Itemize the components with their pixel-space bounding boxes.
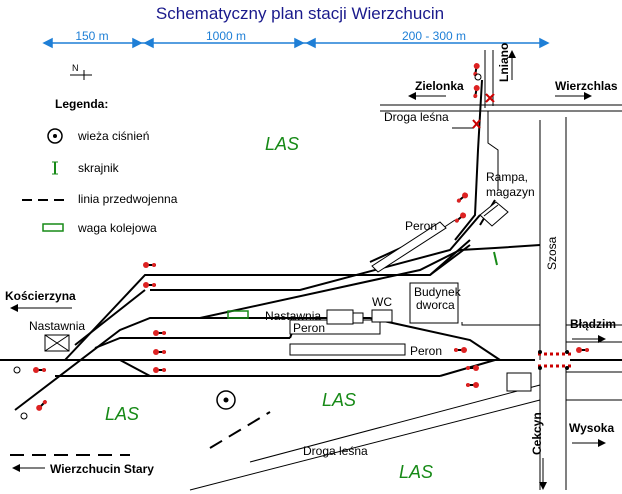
wysoka-label: Wysoka xyxy=(569,421,614,435)
legend-item-water-tower: wieża ciśnień xyxy=(77,129,149,143)
level-crossing-right xyxy=(538,352,572,368)
plan-title: Schematyczny plan stacji Wierzchucin xyxy=(156,4,444,23)
station-building-label-2: dworca xyxy=(416,298,455,312)
water-tower-map-icon xyxy=(216,390,236,410)
upper-platform-label: Peron xyxy=(405,219,437,233)
legend-heading: Legenda: xyxy=(55,97,108,111)
cekcyn-label: Cekcyn xyxy=(530,412,544,455)
wc-label: WC xyxy=(372,295,392,309)
small-building xyxy=(506,372,532,392)
signal-box-left-label: Nastawnia xyxy=(29,319,85,333)
tracks xyxy=(0,79,622,411)
ramp-label: Rampa, xyxy=(486,170,528,184)
main-platform-label: Peron xyxy=(410,344,442,358)
lniano-label: Lniano xyxy=(497,43,511,82)
skrajnik-icon xyxy=(52,161,58,175)
wc-building xyxy=(371,309,393,323)
legend-item-prewar-line: linia przedwojenna xyxy=(78,192,178,206)
legend: Legenda: wieża ciśnień skrajnik linia pr… xyxy=(22,97,178,235)
legend-item-skrajnik: skrajnik xyxy=(78,161,120,175)
direction-arrows xyxy=(10,50,606,490)
warehouse-label: magazyn xyxy=(486,185,535,199)
signal-box-mid-label: Nastawnia xyxy=(265,309,321,323)
north-label: N xyxy=(72,63,79,73)
signal-icon xyxy=(13,63,589,420)
distance-label-1: 150 m xyxy=(75,29,108,43)
wierzchucin-stary-label: Wierzchucin Stary xyxy=(50,462,154,476)
weighbridge-icon xyxy=(42,223,64,232)
forest-label-2: LAS xyxy=(105,404,139,424)
north-arrow-icon: N xyxy=(70,63,92,80)
station-building xyxy=(409,282,459,324)
legend-item-weighbridge: waga kolejowa xyxy=(77,221,157,235)
forest-label-1: LAS xyxy=(265,134,299,154)
wierzchlas-label: Wierzchlas xyxy=(555,79,618,93)
mid-platform-label: Peron xyxy=(293,321,325,335)
distance-label-3: 200 - 300 m xyxy=(402,29,466,43)
forest-label-3: LAS xyxy=(322,390,356,410)
upper-platform xyxy=(371,221,447,273)
crossing-x-icon xyxy=(472,93,495,129)
szosa-label: Szosa xyxy=(545,236,559,270)
prewar-line-diagonal xyxy=(209,411,271,449)
distance-scale: 150 m 1000 m 200 - 300 m xyxy=(42,29,550,49)
forest-label-4: LAS xyxy=(399,462,433,482)
skrajnik-map-icon xyxy=(493,251,498,266)
signal-box-mid xyxy=(326,309,354,325)
ramp-warehouse xyxy=(479,201,509,227)
zielonka-label: Zielonka xyxy=(415,79,464,93)
forest-road-top-label: Droga leśna xyxy=(384,110,449,124)
forest-road-bottom-label: Droga leśna xyxy=(303,444,368,458)
weighbridge-map xyxy=(227,310,249,319)
bladzim-label: Błądzim xyxy=(570,317,616,331)
main-platform xyxy=(289,343,406,356)
water-tower-icon xyxy=(47,128,63,144)
koscierzyna-label: Kościerzyna xyxy=(5,289,76,303)
distance-label-2: 1000 m xyxy=(206,29,246,43)
station-building-label-1: Budynek xyxy=(414,285,462,299)
